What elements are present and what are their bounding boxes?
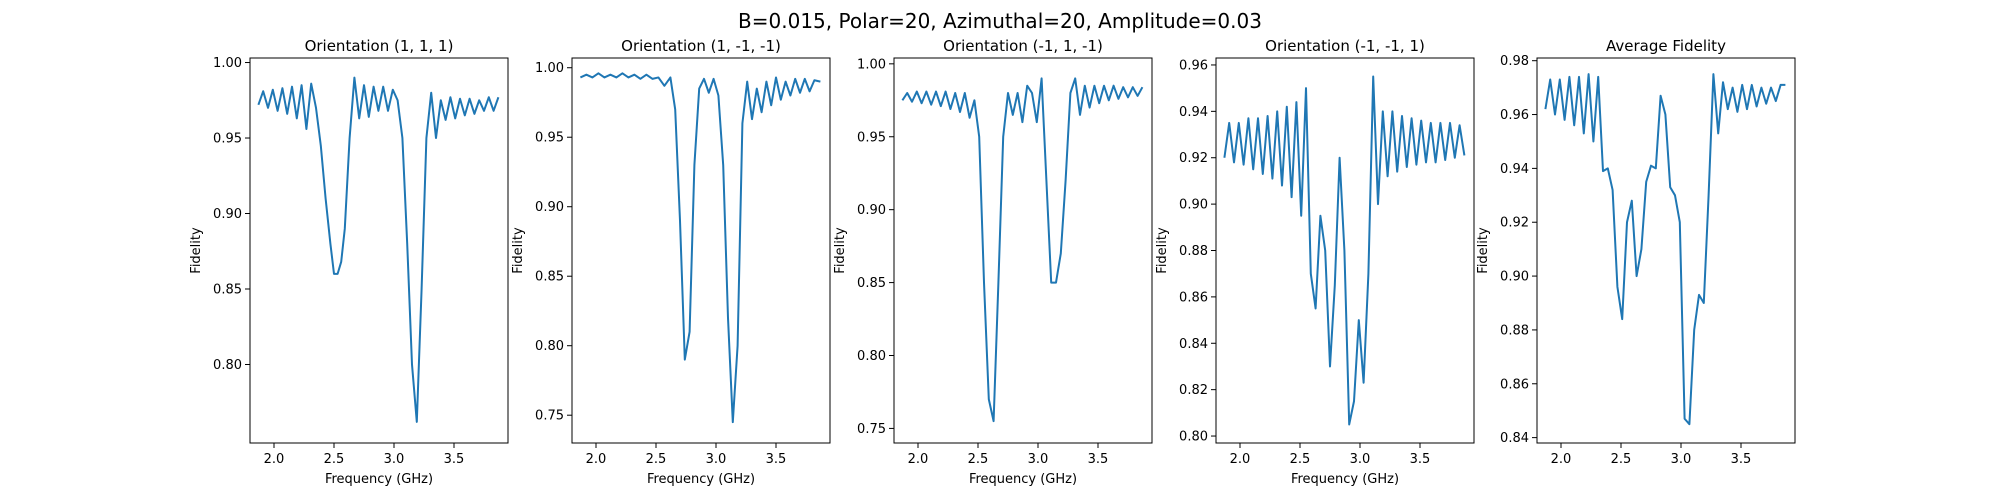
y-tick-label: 0.96 (1500, 108, 1529, 123)
y-tick-label: 0.80 (1179, 430, 1208, 445)
y-tick-label: 0.95 (535, 131, 564, 146)
x-tick-label: 3.0 (706, 452, 727, 467)
y-tick-label: 0.90 (213, 207, 242, 222)
y-tick-label: 0.82 (1179, 383, 1208, 398)
y-tick-label: 0.94 (1500, 162, 1529, 177)
subplot-1: Orientation (1, 1, 1) 2.0 2.5 3.0 3.5 0.80 0.8… (189, 37, 509, 487)
x-axis-label: Frequency (GHz) (325, 472, 433, 487)
y-tick-label: 0.84 (1500, 431, 1529, 446)
x-tick-label: 3.0 (1350, 452, 1371, 467)
x-tick-label: 2.5 (646, 452, 667, 467)
x-tick-label: 3.0 (384, 452, 405, 467)
x-tick-label: 2.0 (908, 452, 929, 467)
subplot-2: Orientation (1, -1, -1) 2.0 2.5 3.0 3.5 0.75 0… (511, 37, 831, 487)
y-tick-label: 0.95 (857, 130, 886, 145)
y-tick-label: 0.80 (535, 339, 564, 354)
y-tick-label: 1.00 (857, 57, 886, 72)
y-tick-label: 0.75 (535, 409, 564, 424)
axes-frame (1536, 57, 1796, 444)
subplot-title: Orientation (1, 1, 1) (305, 37, 454, 55)
fidelity-series-line (579, 72, 821, 424)
y-tick-label: 0.88 (1179, 244, 1208, 259)
subplot-5: Average Fidelity 2.0 2.5 3.0 3.5 0.84 0.86 0.88… (1476, 37, 1796, 467)
y-tick-label: 0.92 (1179, 151, 1208, 166)
y-tick-label: 0.90 (535, 200, 564, 215)
y-axis-label: Fidelity (833, 227, 848, 274)
x-tick-label: 3.5 (1731, 452, 1752, 467)
y-tick-label: 0.92 (1500, 216, 1529, 231)
x-tick-label: 2.0 (264, 452, 285, 467)
x-tick-label: 2.0 (1230, 452, 1251, 467)
y-tick-label: 1.00 (213, 56, 242, 71)
x-tick-label: 3.5 (1410, 452, 1431, 467)
axes-frame (571, 57, 831, 444)
y-tick-label: 0.80 (213, 358, 242, 373)
x-tick-label: 2.5 (968, 452, 989, 467)
y-tick-label: 0.90 (857, 203, 886, 218)
subplot-title: Average Fidelity (1606, 37, 1726, 55)
x-axis-label: Frequency (GHz) (647, 472, 755, 487)
y-tick-label: 0.80 (857, 349, 886, 364)
subplot-grid: Orientation (1, 1, 1) 2.0 2.5 3.0 3.5 0.80 0.8… (189, 37, 1796, 487)
fidelity-series-line (901, 77, 1144, 423)
x-tick-label: 2.0 (586, 452, 607, 467)
y-axis-label: Fidelity (1155, 227, 1170, 274)
x-tick-label: 3.0 (1028, 452, 1049, 467)
subplot-title: Orientation (-1, 1, -1) (943, 37, 1103, 55)
x-tick-label: 2.5 (1290, 452, 1311, 467)
x-tick-label: 3.5 (1088, 452, 1109, 467)
fidelity-series-line (1544, 73, 1786, 426)
y-tick-label: 0.98 (1500, 54, 1529, 69)
y-tick-label: 0.75 (857, 422, 886, 437)
y-tick-label: 0.90 (1500, 270, 1529, 285)
subplot-3: Orientation (-1, 1, -1) 2.0 2.5 3.0 3.5 0.75 0… (833, 37, 1153, 487)
y-tick-label: 0.85 (535, 270, 564, 285)
axes-frame (1215, 57, 1475, 444)
y-tick-label: 0.85 (857, 276, 886, 291)
y-tick-label: 0.86 (1179, 290, 1208, 305)
subplot-title: Orientation (1, -1, -1) (621, 37, 781, 55)
subplot-title: Orientation (-1, -1, 1) (1265, 37, 1425, 55)
y-axis-label: Fidelity (1476, 227, 1491, 274)
y-tick-label: 0.84 (1179, 337, 1208, 352)
y-tick-label: 0.90 (1179, 198, 1208, 213)
x-axis-label: Frequency (GHz) (1291, 472, 1399, 487)
y-tick-label: 0.96 (1179, 58, 1208, 73)
axes-frame (249, 57, 509, 444)
y-axis-label: Fidelity (189, 227, 204, 274)
x-tick-label: 3.5 (444, 452, 465, 467)
x-tick-label: 3.5 (766, 452, 787, 467)
y-tick-label: 0.86 (1500, 377, 1529, 392)
x-tick-label: 2.5 (324, 452, 345, 467)
fidelity-series-line (257, 76, 500, 423)
y-axis-label: Fidelity (511, 227, 526, 274)
y-tick-label: 0.94 (1179, 105, 1208, 120)
x-tick-label: 3.0 (1671, 452, 1692, 467)
subplot-4: Orientation (-1, -1, 1) 2.0 2.5 3.0 3.5 0.80 0… (1155, 37, 1475, 487)
y-tick-label: 0.95 (213, 132, 242, 147)
x-tick-label: 2.0 (1551, 452, 1572, 467)
x-axis-label: Frequency (GHz) (969, 472, 1077, 487)
y-tick-label: 0.88 (1500, 323, 1529, 338)
x-tick-label: 2.5 (1611, 452, 1632, 467)
axes-frame (893, 57, 1153, 444)
y-tick-label: 0.85 (213, 283, 242, 298)
fidelity-series-line (1223, 75, 1466, 426)
figure-title: B=0.015, Polar=20, Azimuthal=20, Amplitu… (738, 9, 1262, 33)
y-tick-label: 1.00 (535, 61, 564, 76)
